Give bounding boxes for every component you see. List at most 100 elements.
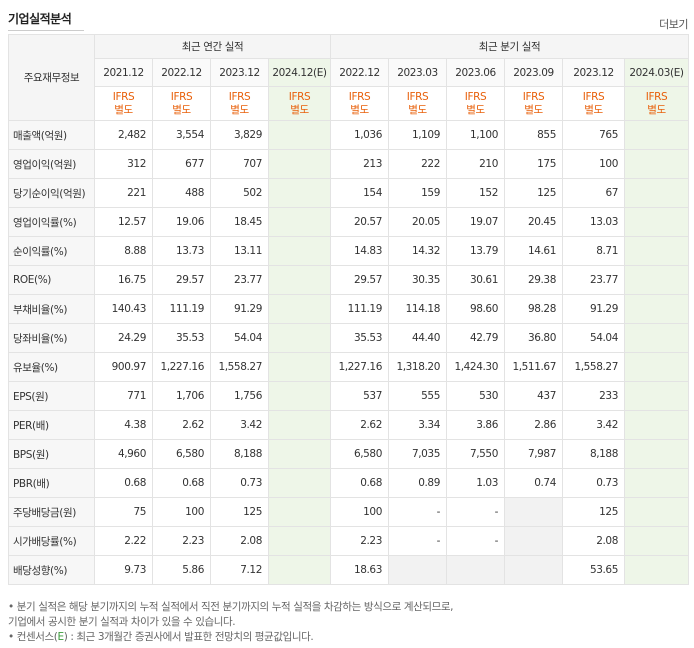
annual-value-cell: 221 [94, 178, 153, 208]
annual-value-cell: 771 [94, 381, 153, 411]
quarter-value-cell [624, 439, 689, 469]
quarter-value-cell: - [388, 526, 447, 556]
more-link[interactable]: 더보기 [659, 18, 688, 31]
ifrs-label: IFRS [228, 90, 251, 103]
ifrs-standalone-label: 별도 [114, 103, 133, 116]
annual-value-cell: 35.53 [152, 323, 211, 353]
annual-value-cell [268, 294, 331, 324]
annual-value-cell: 9.73 [94, 555, 153, 585]
note-line-3-suffix: ) : 최근 3개월간 증권사에서 발표한 전망치의 평균값입니다. [63, 631, 314, 643]
quarter-value-cell: 1,227.16 [330, 352, 389, 382]
quarter-value-cell: 213 [330, 149, 389, 179]
row-label: EPS(원) [8, 381, 95, 411]
quarter-value-cell [388, 555, 447, 585]
ifrs-basis-cell: IFRS 별도 [330, 86, 389, 121]
quarter-value-cell: 20.45 [504, 207, 563, 237]
table-row: 부채비율(%) 140.43 111.19 91.29 111.19 114.18 98.6… [8, 294, 689, 324]
quarter-value-cell: 36.80 [504, 323, 563, 353]
quarter-value-cell: 2.08 [562, 526, 625, 556]
annual-value-cell: 111.19 [152, 294, 211, 324]
table-row: 매출액(억원) 2,482 3,554 3,829 1,036 1,109 1,100 855… [8, 120, 689, 150]
note-line-3: • 컨센서스(E) : 최근 3개월간 증권사에서 발표한 전망치의 평균값입니… [8, 630, 688, 645]
quarter-value-cell: 1,318.20 [388, 352, 447, 382]
quarter-value-cell: 152 [446, 178, 505, 208]
quarter-value-cell: 2.62 [330, 410, 389, 440]
row-label: BPS(원) [8, 439, 95, 469]
quarter-value-cell: 29.38 [504, 265, 563, 295]
ifrs-basis-cell: IFRS 별도 [268, 86, 331, 121]
quarter-value-cell [446, 555, 505, 585]
quarter-value-cell [624, 352, 689, 382]
annual-value-cell [268, 207, 331, 237]
quarter-value-cell [624, 555, 689, 585]
quarter-value-cell: 98.60 [446, 294, 505, 324]
quarter-value-cell: 1,036 [330, 120, 389, 150]
annual-value-cell: 7.12 [210, 555, 269, 585]
note-line-2: 기업에서 공시한 분기 실적과 차이가 있을 수 있습니다. [8, 616, 236, 628]
note-line-1: • 분기 실적은 해당 분기까지의 누적 실적에서 직전 분기까지의 누적 실적… [8, 601, 454, 613]
quarter-value-cell: 13.03 [562, 207, 625, 237]
annual-period-1: 2022.12 [152, 58, 211, 87]
quarter-value-cell: 2.23 [330, 526, 389, 556]
ifrs-label: IFRS [406, 90, 429, 103]
annual-value-cell: 2.22 [94, 526, 153, 556]
notes: • 분기 실적은 해당 분기까지의 누적 실적에서 직전 분기까지의 누적 실적… [8, 600, 688, 645]
annual-value-cell: 4.38 [94, 410, 153, 440]
quarter-value-cell: 35.53 [330, 323, 389, 353]
quarter-value-cell: 210 [446, 149, 505, 179]
quarter-value-cell [624, 468, 689, 498]
quarter-value-cell [624, 236, 689, 266]
quarter-value-cell: 1.03 [446, 468, 505, 498]
quarter-value-cell: 100 [562, 149, 625, 179]
quarter-value-cell: 2.86 [504, 410, 563, 440]
ifrs-basis-cell: IFRS 별도 [388, 86, 447, 121]
title-underline [8, 30, 84, 31]
quarter-value-cell: 537 [330, 381, 389, 411]
ifrs-basis-cell: IFRS 별도 [504, 86, 563, 121]
annual-value-cell [268, 265, 331, 295]
financial-table-wrapper: 주요재무정보 최근 연간 실적 최근 분기 실적 2021.12 2022.12 2023… [8, 34, 689, 585]
quarter-value-cell [624, 294, 689, 324]
annual-value-cell: 12.57 [94, 207, 153, 237]
annual-value-cell: 900.97 [94, 352, 153, 382]
quarter-period-0: 2022.12 [330, 58, 389, 87]
annual-value-cell [268, 497, 331, 527]
annual-value-cell: 2,482 [94, 120, 153, 150]
annual-value-cell: 29.57 [152, 265, 211, 295]
quarter-value-cell: 42.79 [446, 323, 505, 353]
section-title: 기업실적분석 [8, 12, 72, 26]
annual-value-cell: 4,960 [94, 439, 153, 469]
annual-value-cell: 8.88 [94, 236, 153, 266]
ifrs-standalone-label: 별도 [647, 103, 666, 116]
ifrs-standalone-label: 별도 [584, 103, 603, 116]
row-header-label: 주요재무정보 [8, 34, 95, 121]
quarter-value-cell: 1,558.27 [562, 352, 625, 382]
annual-value-cell: 19.06 [152, 207, 211, 237]
quarter-period-5: 2024.03(E) [624, 58, 689, 87]
section-header: 기업실적분석 더보기 [8, 8, 688, 32]
ifrs-basis-cell: IFRS 별도 [210, 86, 269, 121]
row-label: PER(배) [8, 410, 95, 440]
annual-value-cell: 0.68 [94, 468, 153, 498]
annual-value-cell: 677 [152, 149, 211, 179]
quarter-value-cell [624, 120, 689, 150]
quarter-value-cell: 98.28 [504, 294, 563, 324]
quarter-value-cell: 114.18 [388, 294, 447, 324]
quarter-value-cell: 125 [504, 178, 563, 208]
quarter-value-cell: 437 [504, 381, 563, 411]
row-label: 당좌비율(%) [8, 323, 95, 353]
quarter-period-3: 2023.09 [504, 58, 563, 87]
quarter-value-cell: 765 [562, 120, 625, 150]
quarter-group-header: 최근 분기 실적 [330, 34, 689, 59]
ifrs-label: IFRS [112, 90, 135, 103]
table-row: 배당성향(%) 9.73 5.86 7.12 18.63 53.65 [8, 555, 689, 585]
annual-value-cell: 707 [210, 149, 269, 179]
quarter-value-cell [624, 178, 689, 208]
quarter-value-cell: 30.35 [388, 265, 447, 295]
quarter-value-cell: 3.86 [446, 410, 505, 440]
table-row: PBR(배) 0.68 0.68 0.73 0.68 0.89 1.03 0.74 0.73 [8, 468, 689, 498]
annual-value-cell: 5.86 [152, 555, 211, 585]
quarter-value-cell [504, 555, 563, 585]
annual-value-cell: 312 [94, 149, 153, 179]
quarter-value-cell: 1,109 [388, 120, 447, 150]
